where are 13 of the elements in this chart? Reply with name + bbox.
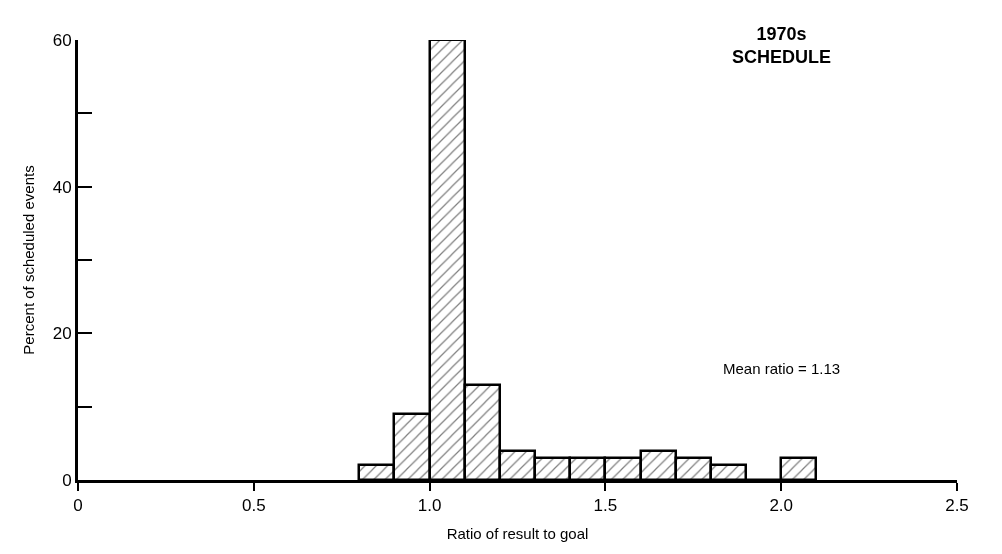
- y-tick-label: 60: [52, 30, 72, 50]
- y-tick-label: 20: [52, 324, 72, 344]
- y-axis-title: Percent of scheduled events: [19, 165, 37, 355]
- x-tick-label: 2.0: [769, 496, 794, 516]
- chart-title: 1970s SCHEDULE: [732, 24, 832, 68]
- y-tick-label: 40: [52, 177, 72, 197]
- annotation: Mean ratio = 1.13: [723, 360, 841, 377]
- y-tick-label: 0: [62, 470, 72, 490]
- x-tick-label: 1.5: [593, 496, 618, 516]
- x-tick-label: 2.5: [945, 496, 969, 516]
- x-axis-title: Ratio of result to goal: [446, 525, 589, 543]
- x-tick-label: 1.0: [417, 496, 442, 516]
- x-tick-label: 0.5: [241, 496, 266, 516]
